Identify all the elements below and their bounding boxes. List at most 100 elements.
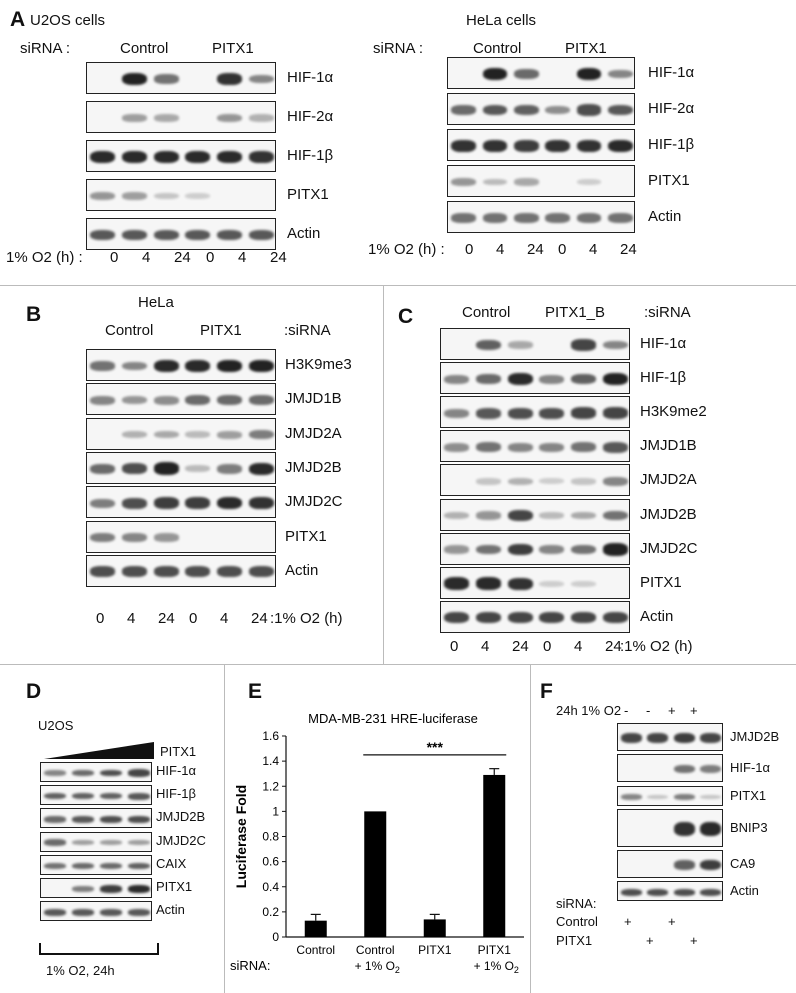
panel-b-blot-band bbox=[122, 566, 147, 578]
panel-c-o2-suffix: :1% O2 (h) bbox=[620, 638, 693, 655]
panel-b-blot-band bbox=[122, 396, 147, 405]
panel-a-letter: A bbox=[10, 8, 26, 31]
hela-time-2: 24 bbox=[527, 241, 544, 258]
panel-b-blot-band bbox=[217, 496, 242, 510]
u2os-blot-label-3: PITX1 bbox=[287, 186, 329, 203]
panel-c-blot-band bbox=[571, 544, 596, 555]
u2os-time-2: 24 bbox=[174, 249, 191, 266]
panel-b-blot-row-5 bbox=[86, 520, 276, 553]
panel-c-blot-band bbox=[571, 407, 596, 419]
chart-ytick-label-7: 1.4 bbox=[262, 754, 279, 768]
panel-b-blot-band bbox=[185, 497, 211, 510]
chart-ytick-label-6: 1.2 bbox=[262, 779, 279, 793]
panel-c-blot-band bbox=[571, 339, 596, 351]
panel-c-time-2: 24 bbox=[512, 638, 529, 655]
hela-group-pitx1: PITX1 bbox=[565, 40, 607, 57]
panel-c-blot-band bbox=[507, 509, 533, 522]
hela-blot-band bbox=[576, 67, 602, 81]
panel-d-blot-band bbox=[44, 839, 66, 846]
panel-b-blot-row-2 bbox=[86, 417, 276, 450]
hela-blot-band bbox=[451, 105, 476, 115]
panel-c-blot-label-5: JMJD2B bbox=[640, 505, 697, 523]
panel-c-blot-row-1 bbox=[440, 362, 630, 395]
u2os-blot-band bbox=[153, 114, 179, 122]
hela-time-4: 4 bbox=[589, 241, 598, 258]
u2os-blot-label-4: Actin bbox=[287, 225, 321, 242]
panel-c-sirna-suffix: :siRNA bbox=[644, 304, 691, 321]
panel-b-time-3: 0 bbox=[189, 610, 198, 627]
u2os-blot-band bbox=[153, 74, 179, 84]
panel-c-blot-label-0: HIF-1α bbox=[640, 335, 687, 352]
panel-d-blot-band bbox=[100, 792, 122, 800]
u2os-blot-band bbox=[90, 191, 116, 201]
panel-d-blot-row-6 bbox=[40, 901, 152, 922]
u2os-blot-label-0: HIF-1α bbox=[287, 69, 334, 86]
panel-c-blot-band bbox=[571, 580, 596, 587]
chart-xtick-label2-3: + 1% O2 bbox=[474, 959, 519, 975]
panel-c-blot-band bbox=[476, 544, 501, 555]
chart-sirna-label: siRNA: bbox=[230, 958, 270, 973]
panel-b-blot-row-1 bbox=[86, 383, 276, 416]
panel-b-blot-band bbox=[153, 462, 179, 476]
hela-blot-band bbox=[608, 213, 633, 223]
panel-d-gradient-label: PITX1 bbox=[160, 744, 197, 759]
panel-c-blot-band bbox=[571, 612, 596, 624]
panel-c-blot-band bbox=[444, 511, 470, 520]
panel-f-band bbox=[673, 794, 695, 800]
panel-f-band bbox=[700, 732, 722, 744]
panel-f-band bbox=[673, 821, 695, 837]
panel-c-blot-band bbox=[476, 374, 501, 385]
chart-xtick-label-2: PITX1 bbox=[418, 943, 452, 957]
hela-blot-band bbox=[451, 213, 476, 223]
hela-blot-row-2 bbox=[447, 129, 635, 161]
hela-blot-band bbox=[514, 178, 539, 186]
panel-c-blot-row-4 bbox=[440, 464, 630, 497]
panel-c-time-1: 4 bbox=[481, 638, 490, 655]
panel-c-blot-band bbox=[571, 478, 596, 485]
panel-c-blot-row-5 bbox=[440, 498, 630, 531]
panel-c-blot-band bbox=[476, 339, 501, 351]
hela-blot-band bbox=[608, 69, 633, 79]
hela-blot-band bbox=[514, 104, 539, 116]
panel-d-blot-band bbox=[44, 770, 66, 776]
chart-bar-3 bbox=[483, 774, 506, 937]
u2os-blot-row-3 bbox=[86, 179, 276, 211]
hela-blot-band bbox=[482, 139, 508, 153]
panel-b-blot-band bbox=[122, 497, 147, 509]
chart-bar-2 bbox=[423, 919, 446, 937]
panel-f-blot-row-3 bbox=[617, 809, 723, 847]
panel-c-group-pitx1b: PITX1_B bbox=[545, 304, 606, 321]
u2os-blot-band bbox=[122, 229, 147, 241]
chart-xtick-label-3: PITX1 bbox=[478, 943, 512, 957]
panel-d-blot-band bbox=[128, 792, 150, 800]
panel-c-time-5: 24 bbox=[605, 638, 622, 655]
u2os-blot-band bbox=[248, 74, 274, 84]
chart-ytick-label-5: 1 bbox=[272, 804, 279, 818]
panel-d-letter: D bbox=[26, 680, 42, 703]
panel-c-blot-row-8 bbox=[440, 600, 630, 633]
hela-blot-band bbox=[514, 213, 539, 223]
panel-b-sirna-suffix: :siRNA bbox=[284, 322, 331, 339]
panel-c-blot-band bbox=[476, 442, 501, 453]
u2os-blot-label-1: HIF-2α bbox=[287, 108, 334, 125]
panel-f-label-3: BNIP3 bbox=[730, 820, 768, 835]
u2os-blot-band bbox=[185, 192, 211, 200]
panel-d-blot-row-3 bbox=[40, 831, 152, 852]
hela-time-3: 0 bbox=[558, 241, 567, 258]
u2os-blot-band bbox=[185, 150, 211, 164]
chart-ytick-label-1: 0.2 bbox=[262, 905, 279, 919]
hela-blot-band bbox=[545, 213, 570, 223]
panel-d-blot-band bbox=[128, 862, 150, 870]
panel-c-blot-label-4: JMJD2A bbox=[640, 471, 697, 489]
panel-c-blot-row-6 bbox=[440, 532, 630, 565]
panel-d-blot-band bbox=[44, 908, 66, 916]
panel-b-blot-band bbox=[90, 395, 116, 405]
u2os-blot-row-1 bbox=[86, 101, 276, 133]
u2os-blot-band bbox=[122, 72, 147, 86]
u2os-blot-row-2 bbox=[86, 140, 276, 172]
hela-blot-label-1: HIF-2α bbox=[648, 100, 695, 117]
divider-bc bbox=[383, 285, 384, 664]
panel-c-blot-label-6: JMJD2C bbox=[640, 539, 698, 557]
panel-c-blot-label-2: H3K9me2 bbox=[640, 403, 707, 421]
panel-c-blot-band bbox=[571, 511, 596, 520]
